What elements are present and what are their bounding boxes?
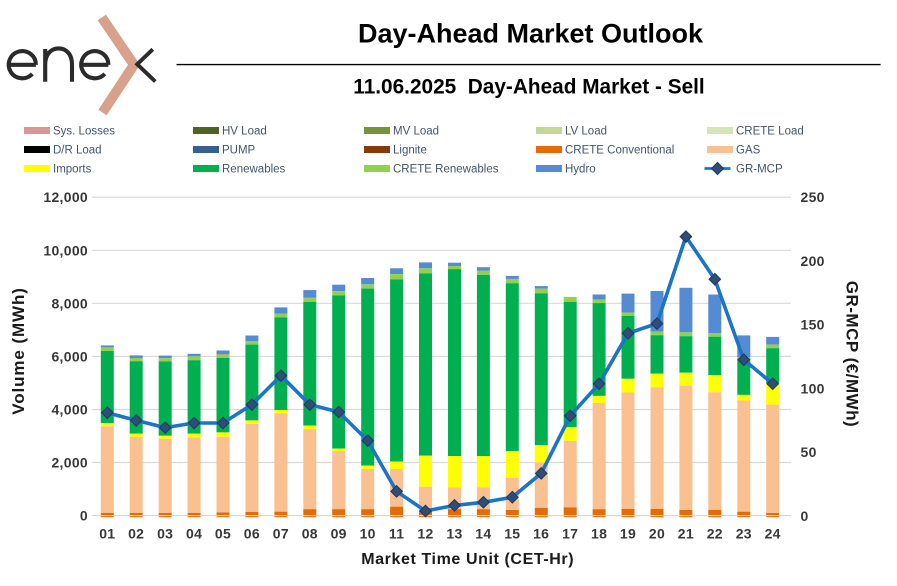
svg-text:11: 11 (389, 526, 404, 542)
svg-text:2,000: 2,000 (51, 455, 88, 471)
svg-text:Volume (MWh): Volume (MWh) (9, 287, 28, 415)
svg-text:12: 12 (417, 526, 433, 542)
svg-text:21: 21 (678, 526, 694, 542)
svg-text:17: 17 (562, 526, 578, 542)
svg-text:HV Load: HV Load (222, 126, 267, 138)
svg-text:24: 24 (765, 526, 781, 542)
svg-text:06: 06 (244, 526, 260, 542)
svg-text:Market Time Unit (CET-Hr): Market Time Unit (CET-Hr) (361, 551, 574, 568)
svg-text:D/R Load: D/R Load (53, 145, 102, 157)
svg-text:4,000: 4,000 (51, 402, 88, 418)
svg-text:09: 09 (331, 526, 347, 542)
svg-text:CRETE Load: CRETE Load (736, 126, 804, 138)
svg-text:CRETE Conventional: CRETE Conventional (565, 145, 674, 157)
svg-text:12,000: 12,000 (43, 189, 88, 205)
svg-text:6,000: 6,000 (51, 348, 88, 364)
svg-text:Hydro: Hydro (565, 164, 596, 176)
svg-text:Sys. Losses: Sys. Losses (53, 126, 115, 138)
svg-text:GR-MCP: GR-MCP (736, 164, 783, 176)
svg-text:CRETE Renewables: CRETE Renewables (393, 164, 499, 176)
svg-text:11.06.2025 Day-Ahead Market -: 11.06.2025 Day-Ahead Market - Sell (353, 76, 704, 99)
svg-text:07: 07 (273, 526, 289, 542)
svg-text:10,000: 10,000 (43, 242, 88, 258)
svg-text:150: 150 (801, 317, 825, 333)
svg-text:Day-Ahead Market Outlook: Day-Ahead Market Outlook (358, 19, 704, 49)
svg-text:05: 05 (215, 526, 231, 542)
svg-text:03: 03 (157, 526, 173, 542)
svg-text:0: 0 (80, 508, 88, 524)
svg-text:GR-MCP (€/MWh): GR-MCP (€/MWh) (842, 281, 861, 427)
svg-text:8,000: 8,000 (51, 295, 88, 311)
svg-text:PUMP: PUMP (222, 145, 256, 157)
svg-text:200: 200 (801, 253, 825, 269)
svg-text:14: 14 (475, 526, 491, 542)
svg-text:250: 250 (801, 189, 825, 205)
svg-text:100: 100 (801, 381, 825, 397)
svg-text:18: 18 (591, 526, 607, 542)
svg-text:10: 10 (360, 526, 376, 542)
svg-text:LV Load: LV Load (565, 126, 607, 138)
svg-text:MV Load: MV Load (393, 126, 439, 138)
svg-text:50: 50 (801, 444, 817, 460)
svg-text:22: 22 (707, 526, 723, 542)
svg-text:Renewables: Renewables (222, 164, 286, 176)
svg-text:16: 16 (533, 526, 549, 542)
svg-text:20: 20 (649, 526, 665, 542)
svg-text:08: 08 (302, 526, 318, 542)
svg-text:01: 01 (99, 526, 115, 542)
svg-text:13: 13 (446, 526, 462, 542)
svg-text:15: 15 (504, 526, 520, 542)
svg-text:Imports: Imports (53, 164, 92, 176)
svg-text:23: 23 (736, 526, 752, 542)
svg-text:Lignite: Lignite (393, 145, 427, 157)
svg-text:GAS: GAS (736, 145, 761, 157)
svg-text:19: 19 (620, 526, 636, 542)
svg-text:0: 0 (801, 508, 809, 524)
svg-text:02: 02 (128, 526, 144, 542)
svg-text:04: 04 (186, 526, 202, 542)
